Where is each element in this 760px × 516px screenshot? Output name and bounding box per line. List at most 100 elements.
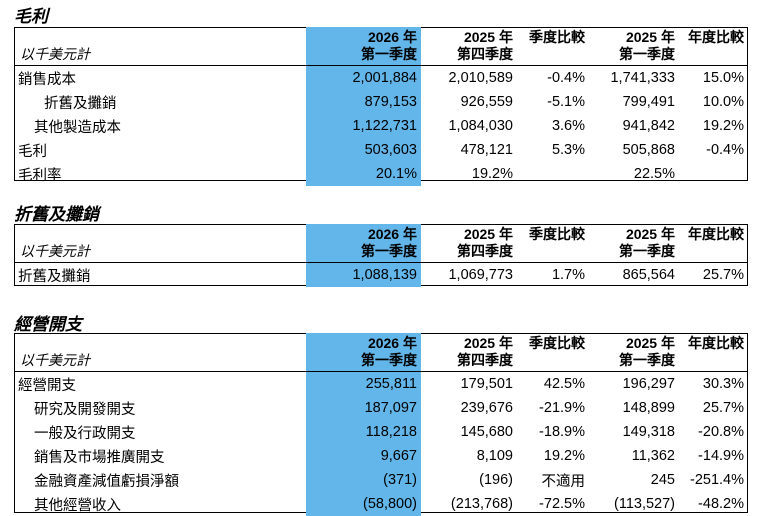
- table-row: 折舊及攤銷 1,088,139 1,069,773 1.7% 865,564 2…: [14, 262, 748, 287]
- cell-value: 9,667: [306, 444, 421, 468]
- cell-value: 179,501: [421, 371, 517, 396]
- unit-label: 以千美元計: [20, 46, 90, 62]
- cell-value: -14.9%: [698, 448, 744, 464]
- cell-value: 3.6%: [551, 118, 585, 134]
- column-header: 2025 年: [625, 29, 675, 45]
- cell-value: -251.4%: [689, 472, 744, 488]
- column-header: 2025 年: [463, 226, 513, 242]
- cell-value: -20.8%: [698, 424, 744, 440]
- cell-value: 30.3%: [679, 371, 748, 396]
- cell-value: 187,097: [306, 396, 421, 420]
- column-header: 2026 年: [306, 27, 421, 46]
- cell-value: 503,603: [306, 138, 421, 162]
- column-header: 第四季度: [457, 46, 513, 62]
- cell-value: 1,741,333: [589, 65, 679, 90]
- cell-value: -48.2%: [698, 496, 744, 512]
- gross-profit-table: 2026 年 2025 年 季度比較 2025 年 年度比較 以千美元計 第一季…: [14, 27, 748, 186]
- cell-value: 22.5%: [633, 166, 675, 182]
- column-header: 2025 年: [463, 29, 513, 45]
- column-header: 2026 年: [306, 224, 421, 243]
- table-header-row: 2026 年 2025 年 季度比較 2025 年 年度比較: [14, 333, 748, 352]
- section-title-operating-expenses: 經營開支: [14, 315, 82, 334]
- cell-value: 20.1%: [306, 162, 421, 186]
- row-label: 毛利率: [18, 167, 62, 184]
- cell-value: 1,122,731: [306, 114, 421, 138]
- column-header: 2025 年: [625, 335, 675, 351]
- row-label: 其他經營收入: [34, 497, 121, 514]
- column-header: 第一季度: [306, 352, 421, 372]
- table-row: 研究及開發開支 187,097 239,676 -21.9% 148,899 2…: [14, 396, 748, 420]
- row-label: 一般及行政開支: [34, 425, 136, 442]
- cell-value: 2,010,589: [421, 65, 517, 90]
- unit-label: 以千美元計: [20, 352, 90, 368]
- cell-value: 865,564: [589, 262, 679, 287]
- table-row: 其他製造成本 1,122,731 1,084,030 3.6% 941,842 …: [14, 114, 748, 138]
- column-header: 第一季度: [619, 46, 675, 62]
- cell-value: 1,069,773: [421, 262, 517, 287]
- cell-value: 478,121: [460, 142, 513, 158]
- column-header: 2025 年: [625, 226, 675, 242]
- table-row: 折舊及攤銷 879,153 926,559 -5.1% 799,491 10.0…: [14, 90, 748, 114]
- cell-value: -72.5%: [539, 496, 585, 512]
- cell-value: 505,868: [622, 142, 675, 158]
- cell-value: 149,318: [622, 424, 675, 440]
- table-row: 一般及行政開支 118,218 145,680 -18.9% 149,318 -…: [14, 420, 748, 444]
- row-label: 金融資產減值虧損淨額: [34, 473, 179, 490]
- column-header: 第四季度: [457, 352, 513, 368]
- row-label: 其他製造成本: [34, 119, 121, 136]
- column-header: 第一季度: [619, 243, 675, 259]
- cell-value: 2,001,884: [306, 65, 421, 90]
- cell-value: 1,088,139: [306, 262, 421, 287]
- cell-value: -5.1%: [547, 94, 585, 110]
- row-label: 研究及開發開支: [34, 401, 136, 418]
- column-header: 2026 年: [306, 333, 421, 352]
- cell-value: 239,676: [460, 400, 513, 416]
- row-label: 經營開支: [14, 371, 306, 396]
- cell-value: (113,527): [614, 496, 675, 512]
- unit-label: 以千美元計: [20, 243, 90, 259]
- cell-value: 879,153: [306, 90, 421, 114]
- cell-value: [517, 162, 589, 186]
- column-header: 年度比較: [688, 29, 744, 45]
- cell-value: 799,491: [622, 94, 675, 110]
- cell-value: 145,680: [460, 424, 513, 440]
- cell-value: 19.2%: [471, 166, 513, 182]
- cell-value: 1.7%: [517, 262, 589, 287]
- column-header: 2025 年: [463, 335, 513, 351]
- depreciation-table: 2026 年 2025 年 季度比較 2025 年 年度比較 以千美元計 第一季…: [14, 224, 748, 287]
- row-label: 銷售成本: [14, 65, 306, 90]
- row-label: 折舊及攤銷: [44, 95, 117, 112]
- table-row: 經營開支 255,811 179,501 42.5% 196,297 30.3%: [14, 371, 748, 396]
- cell-value: [679, 162, 748, 186]
- cell-value: -18.9%: [539, 424, 585, 440]
- cell-value: 8,109: [476, 448, 513, 464]
- table-row: 金融資產減值虧損淨額 (371) (196) 不適用 245 -251.4%: [14, 468, 748, 492]
- section-title-depreciation: 折舊及攤銷: [14, 205, 99, 224]
- cell-value: 25.7%: [679, 262, 748, 287]
- section-title-gross-profit: 毛利: [14, 7, 48, 26]
- cell-value: (196): [479, 472, 513, 488]
- cell-value: 245: [650, 472, 675, 488]
- cell-value: 19.2%: [543, 448, 585, 464]
- cell-value: -21.9%: [539, 400, 585, 416]
- cell-value: 926,559: [460, 94, 513, 110]
- table-row: 其他經營收入 (58,800) (213,768) -72.5% (113,52…: [14, 492, 748, 516]
- column-header: 季度比較: [529, 226, 585, 242]
- cell-value: 15.0%: [679, 65, 748, 90]
- column-header: 年度比較: [688, 335, 744, 351]
- table-header-row: 以千美元計 第一季度 第四季度 第一季度: [14, 352, 748, 372]
- column-header: 第四季度: [457, 243, 513, 259]
- cell-value: (213,768): [450, 496, 513, 512]
- column-header: 季度比較: [529, 335, 585, 351]
- cell-value: 196,297: [589, 371, 679, 396]
- cell-value: -0.4%: [706, 142, 744, 158]
- cell-value: 不適用: [541, 473, 586, 490]
- table-header-row: 以千美元計 第一季度 第四季度 第一季度: [14, 46, 748, 66]
- table-header-row: 2026 年 2025 年 季度比較 2025 年 年度比較: [14, 27, 748, 46]
- column-header: 第一季度: [306, 46, 421, 66]
- column-header: 季度比較: [529, 29, 585, 45]
- cell-value: 255,811: [306, 371, 421, 396]
- cell-value: 11,362: [631, 448, 675, 464]
- table-row: 毛利 503,603 478,121 5.3% 505,868 -0.4%: [14, 138, 748, 162]
- cell-value: 5.3%: [551, 142, 585, 158]
